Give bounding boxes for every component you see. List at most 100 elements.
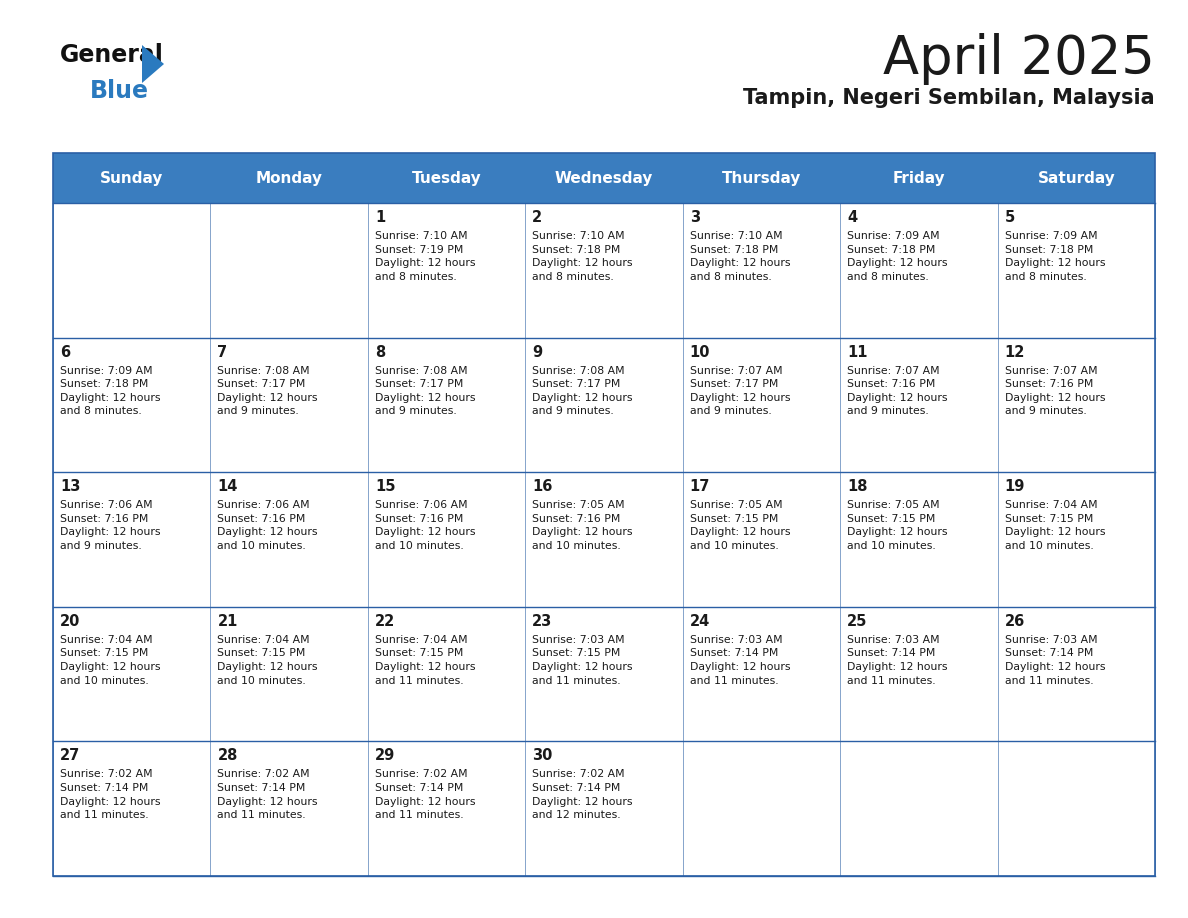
Bar (368, 472, 525, 607)
Bar (998, 742, 1155, 876)
Text: Sunrise: 7:07 AM
Sunset: 7:16 PM
Daylight: 12 hours
and 9 minutes.: Sunrise: 7:07 AM Sunset: 7:16 PM Dayligh… (1005, 365, 1105, 417)
Text: Sunrise: 7:07 AM
Sunset: 7:16 PM
Daylight: 12 hours
and 9 minutes.: Sunrise: 7:07 AM Sunset: 7:16 PM Dayligh… (847, 365, 948, 417)
Bar (210, 607, 368, 742)
Bar (840, 153, 998, 203)
Bar (683, 742, 840, 876)
Bar (998, 338, 1155, 472)
Text: Sunrise: 7:02 AM
Sunset: 7:14 PM
Daylight: 12 hours
and 11 minutes.: Sunrise: 7:02 AM Sunset: 7:14 PM Dayligh… (217, 769, 318, 820)
Text: Sunrise: 7:10 AM
Sunset: 7:19 PM
Daylight: 12 hours
and 8 minutes.: Sunrise: 7:10 AM Sunset: 7:19 PM Dayligh… (375, 231, 475, 282)
Text: 20: 20 (61, 614, 81, 629)
Bar (53, 153, 210, 203)
Bar (840, 607, 998, 742)
Text: 23: 23 (532, 614, 552, 629)
Bar (998, 607, 1155, 742)
Text: Sunrise: 7:03 AM
Sunset: 7:15 PM
Daylight: 12 hours
and 11 minutes.: Sunrise: 7:03 AM Sunset: 7:15 PM Dayligh… (532, 635, 633, 686)
Text: Friday: Friday (892, 171, 946, 185)
Text: 3: 3 (690, 210, 700, 225)
Bar (998, 472, 1155, 607)
Text: 26: 26 (1005, 614, 1025, 629)
Text: 6: 6 (61, 344, 70, 360)
Text: Sunrise: 7:08 AM
Sunset: 7:17 PM
Daylight: 12 hours
and 9 minutes.: Sunrise: 7:08 AM Sunset: 7:17 PM Dayligh… (532, 365, 633, 417)
Text: 28: 28 (217, 748, 238, 764)
Bar (683, 472, 840, 607)
Text: 25: 25 (847, 614, 867, 629)
Text: Sunrise: 7:09 AM
Sunset: 7:18 PM
Daylight: 12 hours
and 8 minutes.: Sunrise: 7:09 AM Sunset: 7:18 PM Dayligh… (61, 365, 160, 417)
Text: Sunrise: 7:08 AM
Sunset: 7:17 PM
Daylight: 12 hours
and 9 minutes.: Sunrise: 7:08 AM Sunset: 7:17 PM Dayligh… (375, 365, 475, 417)
Text: 11: 11 (847, 344, 867, 360)
Text: Sunrise: 7:07 AM
Sunset: 7:17 PM
Daylight: 12 hours
and 9 minutes.: Sunrise: 7:07 AM Sunset: 7:17 PM Dayligh… (690, 365, 790, 417)
Text: Sunrise: 7:09 AM
Sunset: 7:18 PM
Daylight: 12 hours
and 8 minutes.: Sunrise: 7:09 AM Sunset: 7:18 PM Dayligh… (1005, 231, 1105, 282)
Bar (368, 203, 525, 338)
Text: 21: 21 (217, 614, 238, 629)
Text: Blue: Blue (90, 79, 148, 103)
Text: 24: 24 (690, 614, 710, 629)
Text: 18: 18 (847, 479, 867, 494)
Text: 19: 19 (1005, 479, 1025, 494)
Text: Sunrise: 7:02 AM
Sunset: 7:14 PM
Daylight: 12 hours
and 12 minutes.: Sunrise: 7:02 AM Sunset: 7:14 PM Dayligh… (532, 769, 633, 820)
Text: Tuesday: Tuesday (412, 171, 481, 185)
Text: Sunrise: 7:04 AM
Sunset: 7:15 PM
Daylight: 12 hours
and 10 minutes.: Sunrise: 7:04 AM Sunset: 7:15 PM Dayligh… (217, 635, 318, 686)
Bar (683, 607, 840, 742)
Text: Sunrise: 7:04 AM
Sunset: 7:15 PM
Daylight: 12 hours
and 10 minutes.: Sunrise: 7:04 AM Sunset: 7:15 PM Dayligh… (61, 635, 160, 686)
Bar (53, 607, 210, 742)
Bar (840, 742, 998, 876)
Text: Tampin, Negeri Sembilan, Malaysia: Tampin, Negeri Sembilan, Malaysia (744, 88, 1155, 108)
Text: Sunrise: 7:08 AM
Sunset: 7:17 PM
Daylight: 12 hours
and 9 minutes.: Sunrise: 7:08 AM Sunset: 7:17 PM Dayligh… (217, 365, 318, 417)
Text: 12: 12 (1005, 344, 1025, 360)
Bar (525, 203, 683, 338)
Text: Sunrise: 7:06 AM
Sunset: 7:16 PM
Daylight: 12 hours
and 10 minutes.: Sunrise: 7:06 AM Sunset: 7:16 PM Dayligh… (375, 500, 475, 551)
Text: 7: 7 (217, 344, 228, 360)
Text: Thursday: Thursday (722, 171, 801, 185)
Bar (998, 153, 1155, 203)
Text: Monday: Monday (255, 171, 323, 185)
Text: General: General (61, 43, 164, 67)
Bar (840, 338, 998, 472)
Text: Sunrise: 7:02 AM
Sunset: 7:14 PM
Daylight: 12 hours
and 11 minutes.: Sunrise: 7:02 AM Sunset: 7:14 PM Dayligh… (61, 769, 160, 820)
Bar (525, 607, 683, 742)
Text: 2: 2 (532, 210, 543, 225)
Bar (53, 472, 210, 607)
Bar (368, 338, 525, 472)
Text: Sunrise: 7:05 AM
Sunset: 7:15 PM
Daylight: 12 hours
and 10 minutes.: Sunrise: 7:05 AM Sunset: 7:15 PM Dayligh… (690, 500, 790, 551)
Text: 14: 14 (217, 479, 238, 494)
Text: 4: 4 (847, 210, 858, 225)
Text: 29: 29 (375, 748, 396, 764)
Bar (53, 338, 210, 472)
Text: Sunday: Sunday (100, 171, 164, 185)
Text: 27: 27 (61, 748, 81, 764)
Bar (525, 153, 683, 203)
Text: 13: 13 (61, 479, 81, 494)
Bar (53, 153, 1155, 876)
Text: Wednesday: Wednesday (555, 171, 653, 185)
Bar (210, 203, 368, 338)
Bar (53, 203, 210, 338)
Text: Sunrise: 7:05 AM
Sunset: 7:16 PM
Daylight: 12 hours
and 10 minutes.: Sunrise: 7:05 AM Sunset: 7:16 PM Dayligh… (532, 500, 633, 551)
Bar (210, 338, 368, 472)
Bar (368, 153, 525, 203)
Bar (210, 153, 368, 203)
Text: Sunrise: 7:03 AM
Sunset: 7:14 PM
Daylight: 12 hours
and 11 minutes.: Sunrise: 7:03 AM Sunset: 7:14 PM Dayligh… (690, 635, 790, 686)
Bar (525, 472, 683, 607)
Bar (998, 203, 1155, 338)
Bar (840, 203, 998, 338)
Bar (368, 742, 525, 876)
Bar (525, 742, 683, 876)
Text: 15: 15 (375, 479, 396, 494)
Text: Sunrise: 7:09 AM
Sunset: 7:18 PM
Daylight: 12 hours
and 8 minutes.: Sunrise: 7:09 AM Sunset: 7:18 PM Dayligh… (847, 231, 948, 282)
Text: 1: 1 (375, 210, 385, 225)
Text: 5: 5 (1005, 210, 1015, 225)
Text: Sunrise: 7:10 AM
Sunset: 7:18 PM
Daylight: 12 hours
and 8 minutes.: Sunrise: 7:10 AM Sunset: 7:18 PM Dayligh… (532, 231, 633, 282)
Bar (53, 742, 210, 876)
Text: 8: 8 (375, 344, 385, 360)
Bar (840, 472, 998, 607)
Text: 17: 17 (690, 479, 710, 494)
Bar (525, 338, 683, 472)
Bar (210, 742, 368, 876)
Bar (683, 203, 840, 338)
Text: Sunrise: 7:05 AM
Sunset: 7:15 PM
Daylight: 12 hours
and 10 minutes.: Sunrise: 7:05 AM Sunset: 7:15 PM Dayligh… (847, 500, 948, 551)
Text: Sunrise: 7:10 AM
Sunset: 7:18 PM
Daylight: 12 hours
and 8 minutes.: Sunrise: 7:10 AM Sunset: 7:18 PM Dayligh… (690, 231, 790, 282)
Text: Sunrise: 7:06 AM
Sunset: 7:16 PM
Daylight: 12 hours
and 10 minutes.: Sunrise: 7:06 AM Sunset: 7:16 PM Dayligh… (217, 500, 318, 551)
Bar (683, 338, 840, 472)
Text: Saturday: Saturday (1037, 171, 1116, 185)
Text: 9: 9 (532, 344, 543, 360)
